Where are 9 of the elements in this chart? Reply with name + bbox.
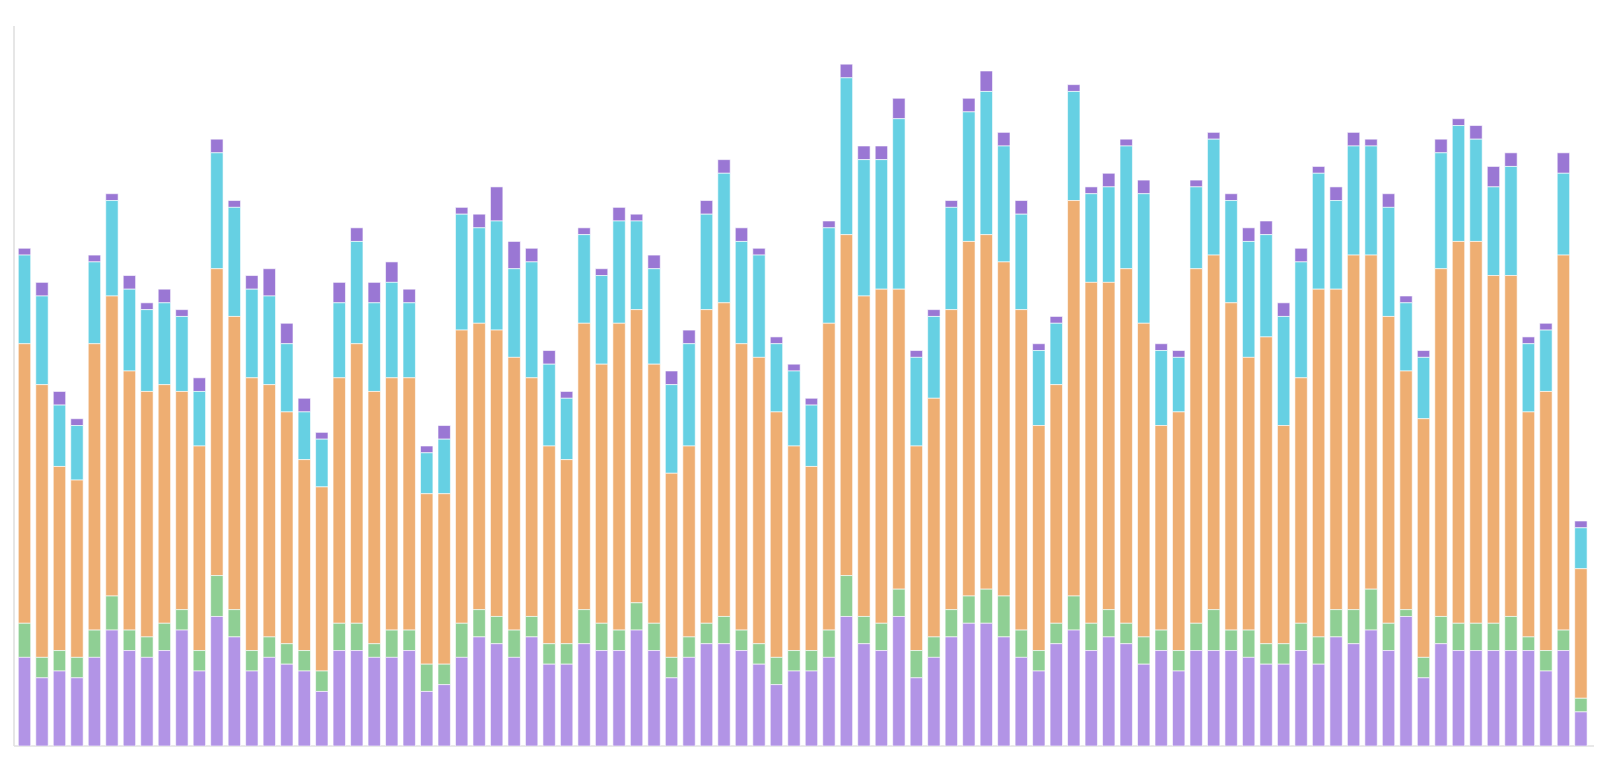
bar	[1399, 616, 1413, 746]
bar	[682, 657, 696, 746]
bar	[717, 643, 731, 746]
bar	[1434, 643, 1448, 746]
bar	[1469, 650, 1483, 746]
bar	[752, 663, 766, 746]
bar	[35, 677, 49, 746]
bar	[70, 677, 84, 746]
bar	[787, 670, 801, 746]
